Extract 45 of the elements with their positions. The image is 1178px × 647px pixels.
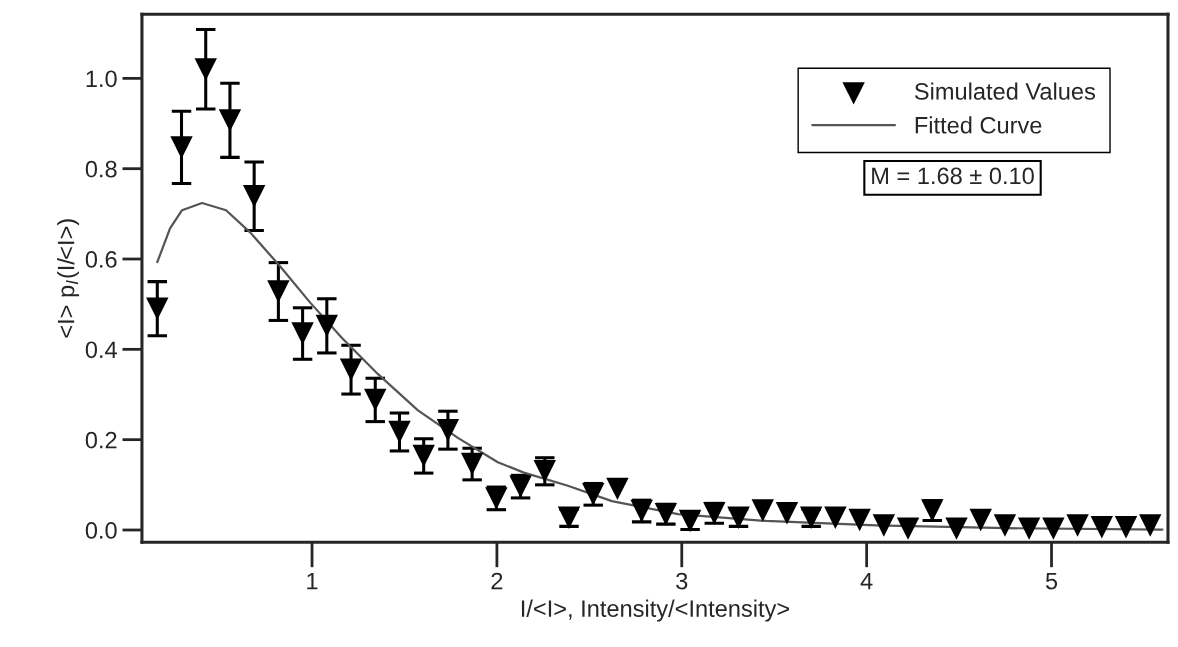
point — [872, 514, 896, 537]
y-axis-title: <I> p$_{I}$(I/<I>) — [57, 219, 80, 338]
point — [170, 136, 193, 159]
point — [291, 322, 314, 345]
point — [267, 280, 290, 303]
x-tick-label: 5 — [1045, 572, 1058, 590]
point — [364, 388, 387, 412]
y-tick-label: 1.0 — [86, 70, 117, 88]
x-axis-title: I/<I>, Intensity/<Intensity> — [521, 599, 790, 622]
point — [993, 514, 1017, 537]
point — [339, 358, 363, 381]
point — [751, 499, 774, 522]
point — [146, 297, 169, 320]
point — [194, 58, 217, 81]
point — [436, 418, 460, 442]
y-tick-label: 0.6 — [85, 251, 117, 268]
point — [1114, 516, 1138, 539]
point — [218, 109, 242, 132]
y-tick-label: 0.4 — [85, 341, 117, 359]
point — [315, 314, 339, 338]
point — [896, 517, 920, 540]
legend-label: Fitted Curve — [915, 116, 1042, 134]
y-tick-label: 0.2 — [85, 431, 117, 449]
point — [1042, 517, 1065, 540]
x-tick-label: 2 — [491, 572, 503, 590]
x-tick-label: 4 — [860, 572, 873, 590]
legend-label: Simulated Values — [914, 82, 1095, 100]
point — [412, 444, 435, 468]
point — [242, 185, 266, 208]
x-tick-label: 3 — [676, 572, 688, 590]
y-tick-label: 0.0 — [85, 522, 117, 539]
point — [945, 517, 968, 540]
annotation: M = 1.68 ± 0.10 — [872, 167, 1034, 185]
point — [848, 508, 871, 532]
point — [824, 506, 847, 529]
point — [460, 452, 484, 476]
point — [775, 502, 799, 525]
point — [1066, 514, 1089, 537]
point — [1017, 517, 1041, 540]
point — [606, 477, 629, 501]
point — [1139, 514, 1162, 537]
x-tick-label: 1 — [307, 572, 318, 590]
point — [969, 508, 992, 532]
point — [1090, 516, 1113, 539]
y-tick-label: 0.8 — [85, 160, 117, 178]
